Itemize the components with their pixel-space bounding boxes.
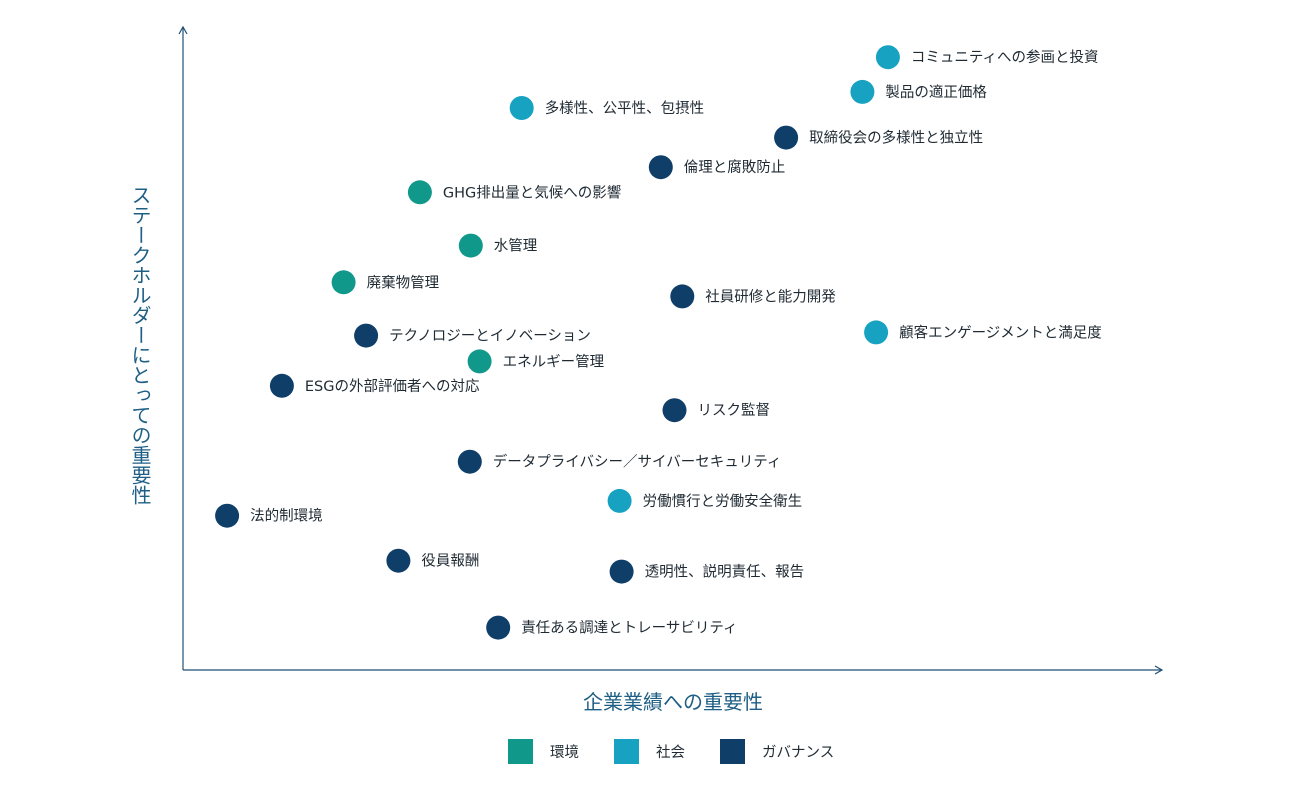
data-point-gov	[670, 284, 695, 309]
data-point-gov	[486, 615, 511, 640]
data-point-label: 取締役会の多様性と独立性	[809, 130, 983, 147]
data-point-gov	[354, 323, 379, 348]
data-point-gov	[386, 548, 411, 573]
data-point-gov	[269, 373, 294, 398]
legend-swatch-env	[508, 739, 533, 764]
data-point-soc	[509, 96, 534, 120]
data-point-soc	[607, 488, 632, 513]
data-point-env	[458, 233, 483, 258]
data-point-label: エネルギー管理	[503, 353, 605, 370]
data-points: コミュニティへの参画と投資製品の適正価格多様性、公平性、包摂性取締役会の多様性と…	[215, 45, 1102, 640]
data-point-label: 顧客エンゲージメントと満足度	[899, 324, 1102, 341]
y-axis-title: ステークホルダーにとっての重要性	[128, 185, 152, 505]
data-point-label: 廃棄物管理	[367, 273, 440, 291]
data-point-label: データプライバシー／サイバーセキュリティ	[493, 453, 782, 471]
axes	[178, 25, 1164, 675]
x-axis-arrow	[1154, 665, 1164, 675]
data-point-gov	[215, 503, 240, 528]
data-point-env	[407, 180, 432, 205]
data-point-soc	[864, 320, 889, 345]
data-point-label: リスク監督	[698, 402, 771, 419]
data-point-label: 労働慣行と労働安全衛生	[643, 492, 803, 510]
data-point-label: 責任ある調達とトレーサビリティ	[521, 620, 737, 637]
data-point-label: テクノロジーとイノベーション	[389, 328, 591, 345]
legend-label-soc: 社会	[656, 744, 685, 761]
data-point-label: 透明性、説明責任、報告	[645, 564, 805, 581]
data-point-gov	[648, 155, 673, 180]
data-point-label: 多様性、公平性、包摂性	[545, 100, 705, 117]
data-point-label: 製品の適正価格	[885, 83, 987, 101]
x-axis-title: 企業業績への重要性	[583, 690, 763, 714]
data-point-label: 水管理	[494, 238, 538, 255]
legend-swatch-soc	[614, 739, 639, 764]
data-point-label: 倫理と腐敗防止	[684, 158, 786, 176]
data-point-env	[331, 270, 356, 295]
data-point-env	[467, 349, 492, 374]
legend-swatch-gov	[720, 739, 745, 764]
data-point-label: ESGの外部評価者への対応	[305, 378, 480, 395]
data-point-gov	[774, 125, 799, 150]
data-point-soc	[875, 45, 900, 70]
legend: 環境 社会 ガバナンス	[508, 739, 834, 764]
data-point-label: 社員研修と能力開発	[705, 288, 836, 305]
legend-label-gov: ガバナンス	[762, 744, 834, 761]
data-point-label: GHG排出量と気候への影響	[443, 183, 621, 201]
data-point-label: 法的制環境	[250, 507, 323, 525]
data-point-gov	[609, 559, 634, 584]
data-point-label: 役員報酬	[421, 553, 479, 570]
legend-label-env: 環境	[550, 743, 579, 761]
data-point-soc	[850, 79, 875, 104]
y-axis-arrow	[178, 25, 188, 35]
data-point-gov	[662, 398, 687, 423]
data-point-label: コミュニティへの参画と投資	[911, 49, 1099, 66]
data-point-gov	[457, 449, 482, 474]
